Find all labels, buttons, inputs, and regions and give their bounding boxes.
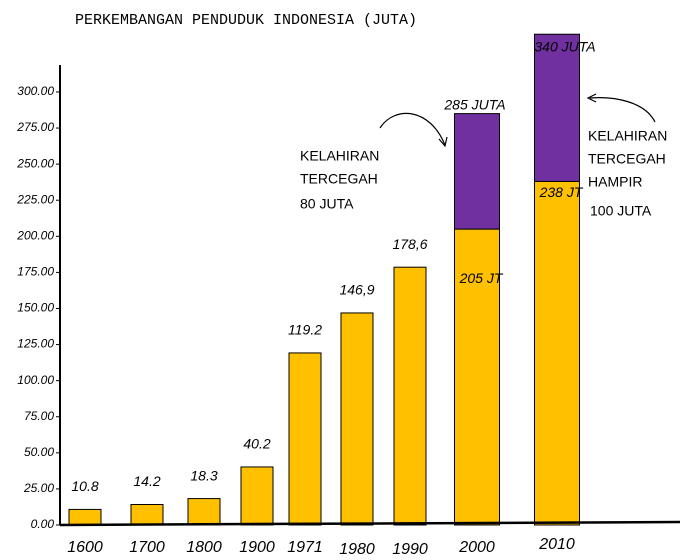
x-tick-label: 2000 bbox=[458, 539, 495, 556]
x-tick-label: 1600 bbox=[67, 539, 103, 556]
bar bbox=[534, 180, 580, 526]
annotation: HAMPIR bbox=[588, 174, 642, 190]
x-tick-label: 1971 bbox=[287, 539, 323, 556]
bar bbox=[393, 266, 427, 526]
x-tick-label: 1980 bbox=[339, 541, 375, 558]
x-axis bbox=[59, 520, 681, 527]
annotation: KELAHIRAN bbox=[300, 148, 379, 164]
y-tick-label: 50.00 bbox=[24, 445, 54, 459]
bar bbox=[288, 352, 322, 526]
bar bbox=[68, 508, 102, 526]
annotation: 80 JUTA bbox=[300, 196, 354, 212]
annotation: 285 JUTA bbox=[443, 97, 505, 113]
value-label: 205 JT bbox=[459, 270, 504, 286]
y-tick-label: 225.00 bbox=[16, 192, 54, 206]
y-tick-label: 200.00 bbox=[16, 228, 54, 242]
x-tick-label: 2010 bbox=[538, 536, 575, 553]
bar bbox=[534, 33, 580, 182]
value-label: 119.2 bbox=[288, 322, 322, 338]
arrow bbox=[379, 112, 446, 146]
arrow-head bbox=[438, 136, 448, 148]
value-label: 18.3 bbox=[190, 467, 217, 483]
y-tick-label: 75.00 bbox=[24, 409, 54, 423]
annotation: KELAHIRAN bbox=[588, 128, 667, 144]
y-tick-label: 125.00 bbox=[17, 337, 54, 351]
value-label: 40.2 bbox=[243, 436, 270, 452]
y-tick-label: 175.00 bbox=[17, 265, 54, 279]
x-tick-label: 1700 bbox=[129, 539, 165, 556]
value-label: 10.8 bbox=[71, 478, 98, 494]
y-tick-label: 300.00 bbox=[17, 84, 54, 98]
bar bbox=[240, 466, 274, 526]
y-tick-label: 100.00 bbox=[17, 373, 54, 387]
bar bbox=[340, 312, 374, 526]
value-label: 14.2 bbox=[133, 473, 160, 489]
arrow-head bbox=[586, 93, 597, 103]
annotation: 340 JUTA bbox=[534, 39, 595, 55]
bar bbox=[187, 498, 221, 526]
value-label: 238 JT bbox=[539, 184, 584, 200]
y-tick-label: 275.00 bbox=[16, 120, 54, 134]
arrow bbox=[589, 97, 656, 123]
value-label: 178,6 bbox=[392, 236, 427, 252]
annotation: TERCEGAH bbox=[588, 151, 666, 167]
y-tick-label: 150.00 bbox=[17, 301, 54, 315]
x-tick-label: 1900 bbox=[239, 539, 275, 556]
bar bbox=[130, 504, 164, 526]
annotation: TERCEGAH bbox=[300, 171, 378, 187]
value-label: 146,9 bbox=[339, 282, 374, 298]
bar bbox=[454, 228, 500, 526]
y-tick-label: 0.00 bbox=[31, 517, 55, 531]
y-tick-label: 25.00 bbox=[23, 481, 54, 495]
x-tick-label: 1800 bbox=[186, 539, 222, 556]
chart-title: PERKEMBANGAN PENDUDUK INDONESIA (JUTA) bbox=[75, 12, 417, 29]
bar bbox=[454, 113, 500, 230]
y-tick-label: 250.00 bbox=[16, 156, 54, 170]
x-tick-label: 1990 bbox=[392, 541, 428, 558]
annotation: 100 JUTA bbox=[590, 203, 652, 219]
